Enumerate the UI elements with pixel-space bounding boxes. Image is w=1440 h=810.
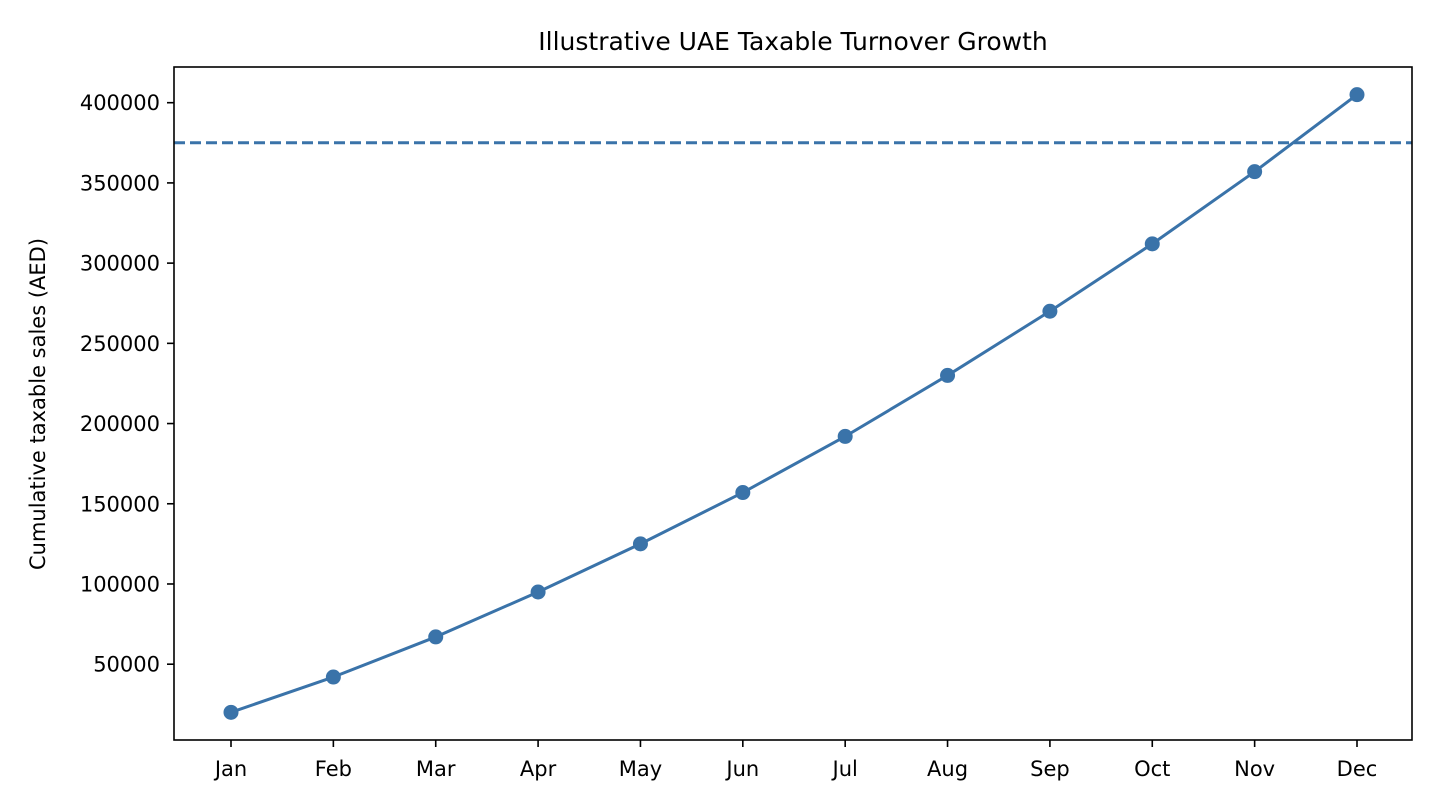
data-point-feb [325, 669, 341, 685]
data-point-sep [1042, 303, 1058, 319]
data-point-jul [837, 428, 853, 444]
x-tick-label-jul: Jul [831, 757, 858, 781]
data-point-apr [530, 584, 546, 600]
data-point-dec [1349, 87, 1365, 103]
x-tick-label-jun: Jun [724, 757, 759, 781]
data-point-mar [428, 629, 444, 645]
y-tick-label: 50000 [93, 653, 160, 677]
data-point-may [632, 536, 648, 552]
y-axis: 50000 100000 150000 200000 250000 300000 35000… [80, 91, 174, 677]
x-tick-label-may: May [619, 757, 662, 781]
x-tick-label-jan: Jan [213, 757, 247, 781]
y-tick-label: 400000 [80, 91, 160, 115]
y-tick-label: 200000 [80, 412, 160, 436]
x-tick-label-nov: Nov [1234, 757, 1275, 781]
data-point-nov [1247, 164, 1263, 180]
y-tick-label: 300000 [80, 252, 160, 276]
y-tick-label: 250000 [80, 332, 160, 356]
x-tick-label-sep: Sep [1030, 757, 1070, 781]
data-point-jan [223, 704, 239, 720]
series-layer [223, 87, 1365, 720]
x-tick-label-aug: Aug [927, 757, 968, 781]
data-point-jun [735, 485, 751, 501]
y-tick-label: 100000 [80, 572, 160, 596]
series-line [230, 93, 1358, 714]
x-axis: Jan Feb Mar Apr May Jun Jul Aug Sep Oct Nov Dec [213, 740, 1378, 781]
x-tick-label-dec: Dec [1337, 757, 1378, 781]
data-point-oct [1144, 236, 1160, 252]
y-axis-label: Cumulative taxable sales (AED) [26, 238, 50, 570]
x-tick-label-mar: Mar [416, 757, 456, 781]
y-tick-label: 150000 [80, 492, 160, 516]
y-tick-label: 350000 [80, 171, 160, 195]
data-point-aug [940, 367, 956, 383]
x-tick-label-oct: Oct [1134, 757, 1170, 781]
x-tick-label-apr: Apr [520, 757, 557, 781]
x-tick-label-feb: Feb [315, 757, 352, 781]
plot-frame [173, 66, 1413, 741]
chart-title: Illustrative UAE Taxable Turnover Growth [538, 27, 1047, 56]
